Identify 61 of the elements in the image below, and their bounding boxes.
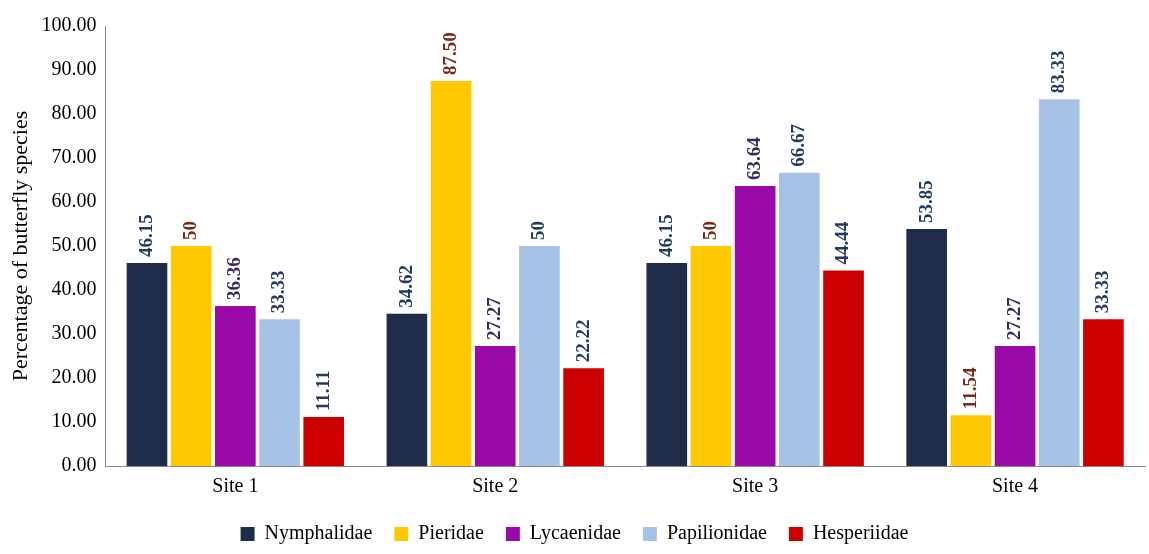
data-label: 66.67	[787, 123, 809, 167]
data-label: 53.85	[914, 180, 936, 224]
legend-label: Nymphalidae	[264, 521, 373, 545]
data-label: 27.27	[483, 296, 505, 341]
bar	[646, 262, 688, 466]
data-label: 63.64	[743, 136, 765, 180]
data-label: 34.62	[394, 264, 416, 308]
bar	[170, 246, 212, 466]
bar	[1038, 99, 1080, 466]
legend-label: Lycaenidae	[529, 521, 622, 545]
legend-label: Hesperiidae	[812, 521, 909, 545]
data-label: 22.22	[571, 319, 593, 363]
x-tick-label: Site 2	[472, 474, 519, 497]
y-tick-label: 40.00	[51, 277, 97, 300]
data-label: 36.36	[223, 257, 245, 301]
bar	[906, 229, 948, 466]
data-label: 33.33	[267, 270, 289, 314]
bar	[386, 313, 428, 466]
bar	[563, 368, 604, 466]
y-tick-label: 70.00	[51, 145, 97, 168]
bar	[1083, 319, 1124, 466]
y-tick-label: 20.00	[51, 365, 97, 388]
data-label: 46.15	[134, 214, 156, 257]
bar	[474, 346, 516, 466]
legend-label: Papilionidae	[666, 521, 768, 545]
bar	[690, 246, 732, 466]
bar	[950, 415, 992, 466]
y-tick-label: 90.00	[51, 57, 97, 80]
x-tick-label: Site 1	[212, 474, 259, 497]
bar	[126, 262, 168, 466]
bar	[823, 270, 864, 466]
data-label: 11.54	[958, 367, 980, 410]
y-tick-label: 50.00	[51, 233, 97, 256]
y-tick-label: 0.00	[61, 453, 97, 476]
data-label: 44.44	[831, 221, 853, 265]
data-label: 83.33	[1047, 50, 1069, 94]
bar	[994, 346, 1036, 466]
y-axis-title: Percentage of butterfly species	[6, 110, 32, 382]
y-tick-label: 100.00	[41, 13, 97, 36]
data-label: 11.11	[311, 370, 333, 412]
bar	[734, 185, 776, 466]
y-tick-label: 30.00	[51, 321, 97, 344]
bar	[259, 319, 300, 466]
bar	[519, 246, 560, 466]
x-tick-label: Site 3	[732, 474, 779, 497]
data-label: 50	[527, 221, 549, 240]
y-tick-label: 60.00	[51, 189, 97, 212]
y-tick-label: 10.00	[51, 409, 97, 432]
data-label: 50	[179, 221, 201, 240]
data-label: 27.27	[1002, 296, 1024, 341]
bar	[215, 306, 256, 466]
bar	[303, 417, 345, 466]
data-label: 87.50	[438, 32, 460, 75]
x-tick-label: Site 4	[991, 474, 1039, 497]
data-label: 33.33	[1091, 270, 1113, 314]
y-tick-label: 80.00	[51, 101, 97, 124]
bar	[779, 172, 820, 466]
data-label: 46.15	[654, 214, 676, 257]
legend-label: Pieridae	[418, 521, 484, 544]
data-label: 50	[698, 221, 720, 240]
bar	[430, 81, 472, 466]
